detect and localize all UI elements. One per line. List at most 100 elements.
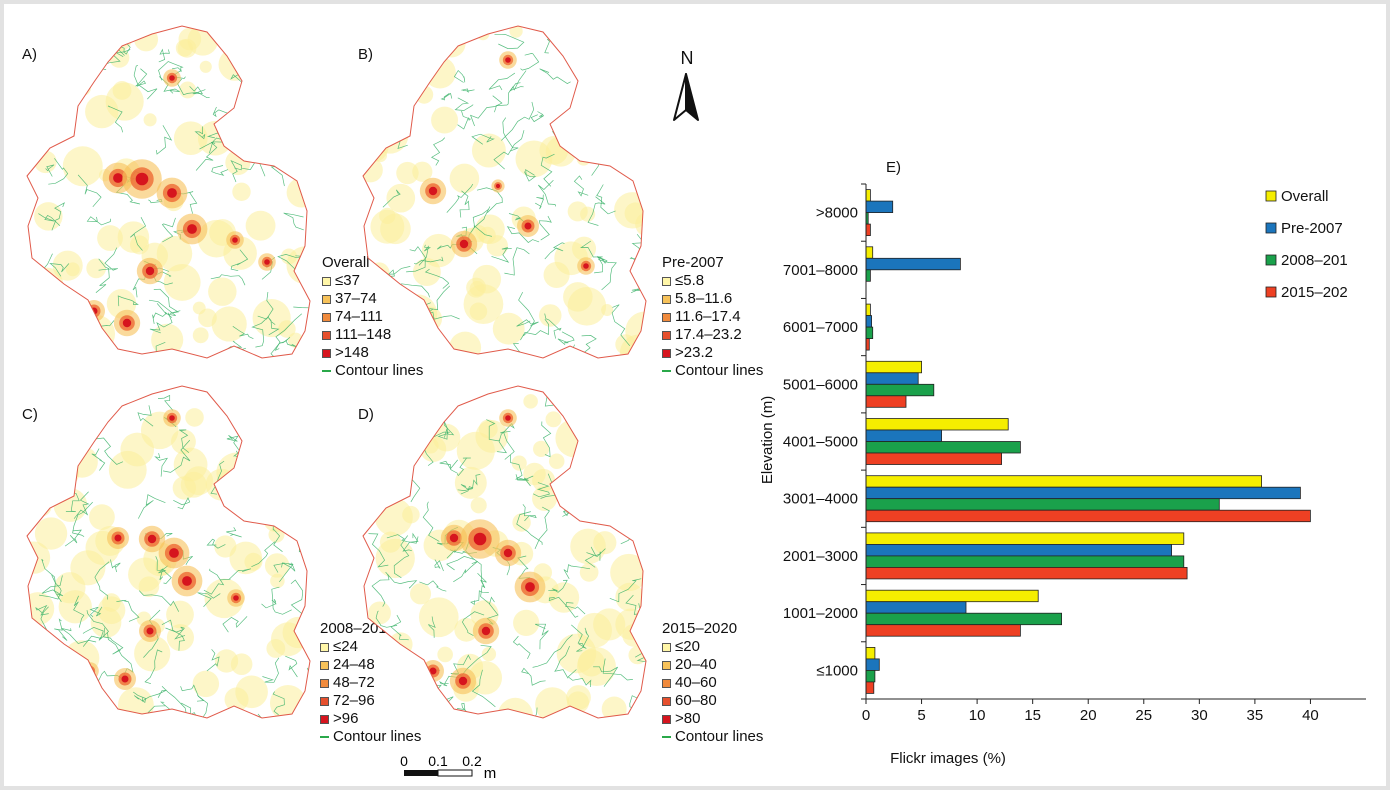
- y-tick-label: 2001–3000: [783, 548, 858, 565]
- legend-class-label: 20–40: [675, 656, 717, 673]
- contour-line-icon: [320, 736, 329, 738]
- legend-class-label: ≤37: [335, 272, 360, 289]
- legend-class: 72–96: [320, 692, 421, 710]
- swatch-2: [662, 294, 671, 304]
- contour-line-icon: [662, 370, 671, 372]
- y-axis-label: Elevation (m): [759, 396, 776, 484]
- legend-class: 40–60: [662, 674, 763, 692]
- map-b: [362, 25, 647, 359]
- legend-class: 11.6–17.4: [662, 308, 763, 326]
- legend-class: >148: [322, 344, 423, 362]
- bar-1-5: [865, 486, 1301, 500]
- legend-title-b: Pre-2007: [662, 254, 724, 271]
- legend-class-label: 48–72: [333, 674, 375, 691]
- chart-bars: [865, 189, 1311, 694]
- bar-0-4: [865, 418, 1009, 431]
- map-a: [26, 25, 311, 359]
- swatch-4: [662, 696, 671, 706]
- y-tick-label: 3001–4000: [783, 491, 858, 508]
- bar-3-0: [865, 223, 871, 237]
- bar-0-2: [865, 303, 871, 317]
- legend-class-label: 11.6–17.4: [675, 308, 741, 325]
- swatch-5: [662, 348, 671, 358]
- legend-class-label: 24–48: [333, 656, 375, 673]
- y-tick-label: >8000: [816, 205, 858, 222]
- x-tick-label: 15: [1024, 707, 1041, 724]
- bar-2-8: [865, 670, 876, 683]
- legend-contour-label: Contour lines: [333, 728, 422, 745]
- x-tick-label: 35: [1247, 707, 1264, 724]
- y-tick-label: 7001–8000: [783, 262, 858, 279]
- map-c: [26, 385, 311, 719]
- swatch-2: [662, 660, 671, 670]
- bar-3-4: [865, 452, 1003, 465]
- map-d: [362, 385, 647, 719]
- legend-class: 5.8–11.6: [662, 290, 763, 308]
- bar-2-4: [865, 441, 1021, 454]
- legend-class: >80: [662, 710, 763, 728]
- bar-1-7: [865, 601, 967, 614]
- x-tick-label: 10: [969, 707, 986, 724]
- swatch-5: [320, 714, 329, 724]
- legend-class: 111–148: [322, 326, 423, 344]
- legend-class: ≤37: [322, 272, 423, 290]
- contour-line-icon: [662, 736, 671, 738]
- bar-0-6: [865, 532, 1185, 545]
- legend-class-label: 74–111: [335, 308, 383, 325]
- legend-c: 2008–2014 ≤24 24–48 48–72 72–96 >96 Cont…: [320, 620, 421, 746]
- scale-segment-light: [437, 769, 473, 777]
- swatch-1: [322, 276, 331, 286]
- bar-3-6: [865, 567, 1188, 580]
- legend-swatch-2: [1265, 254, 1277, 266]
- y-tick-label: 5001–6000: [783, 376, 858, 393]
- legend-contour-label: Contour lines: [675, 362, 764, 379]
- legend-contour: Contour lines: [662, 728, 763, 746]
- bar-0-7: [865, 589, 1039, 603]
- legend-class: ≤20: [662, 638, 763, 656]
- legend-class-label: >80: [675, 710, 701, 727]
- bar-2-3: [865, 383, 935, 397]
- scale-segment-dark: [404, 770, 438, 776]
- bar-3-8: [865, 681, 875, 694]
- bar-1-4: [865, 429, 942, 442]
- y-tick-label: 4001–5000: [783, 434, 858, 451]
- swatch-5: [322, 348, 331, 358]
- chart-legend: Overall Pre-2007 2008–201 2015–202: [1265, 188, 1348, 301]
- x-tick-label: 20: [1080, 707, 1097, 724]
- scale-unit: m: [484, 765, 497, 782]
- swatch-3: [662, 678, 671, 688]
- legend-class-label: 60–80: [675, 692, 717, 709]
- swatch-4: [662, 330, 671, 340]
- bar-1-8: [865, 658, 880, 671]
- bar-0-8: [865, 647, 876, 660]
- legend-class: 20–40: [662, 656, 763, 674]
- legend-class: 37–74: [322, 290, 423, 308]
- swatch-1: [320, 642, 329, 652]
- x-tick-label: 30: [1191, 707, 1208, 724]
- legend-class: 24–48: [320, 656, 421, 674]
- x-tick-label: 0: [862, 707, 870, 724]
- bar-2-5: [865, 498, 1220, 511]
- legend-contour-label: Contour lines: [675, 728, 764, 745]
- swatch-4: [322, 330, 331, 340]
- bar-1-6: [865, 544, 1173, 557]
- bar-0-5: [865, 475, 1263, 488]
- bar-1-3: [865, 372, 919, 385]
- legend-class: ≤5.8: [662, 272, 763, 290]
- legend-a: Overall ≤37 37–74 74–111 111–148 >148 Co…: [322, 254, 423, 380]
- bar-3-3: [865, 395, 907, 408]
- swatch-4: [320, 696, 329, 706]
- legend-class: 60–80: [662, 692, 763, 710]
- swatch-1: [662, 642, 671, 652]
- bar-0-3: [865, 360, 922, 374]
- bar-0-0: [865, 189, 871, 202]
- scale-tick-1: 0.1: [428, 753, 448, 769]
- panel-label-d: D): [358, 406, 374, 423]
- legend-class: >23.2: [662, 344, 763, 362]
- x-tick-label: 40: [1302, 707, 1319, 724]
- bar-1-1: [865, 257, 961, 271]
- panel-label-b: B): [358, 46, 373, 63]
- y-tick-label: ≤1000: [816, 662, 858, 679]
- legend-d: 2015–2020 ≤20 20–40 40–60 60–80 >80 Cont…: [662, 620, 763, 746]
